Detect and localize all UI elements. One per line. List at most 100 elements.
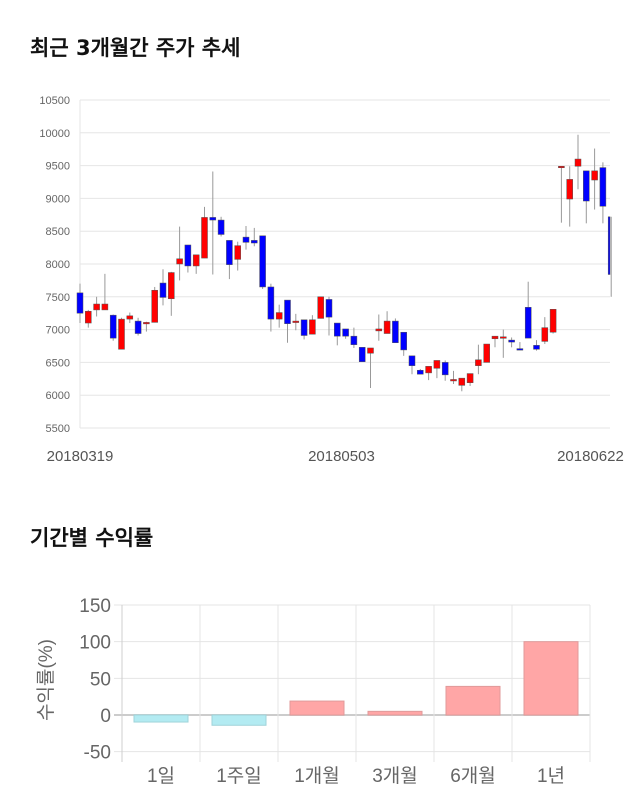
- y-tick-label: 9500: [46, 161, 70, 173]
- candle-down: [408, 355, 416, 366]
- candle-up: [317, 296, 324, 319]
- candle-down: [607, 216, 611, 275]
- y-tick-label: 0: [100, 706, 111, 727]
- period-return-title: 기간별 수익률: [30, 526, 154, 550]
- candle-up: [101, 303, 109, 311]
- candle-up: [192, 254, 200, 267]
- candle-down: [583, 170, 590, 202]
- return-bar: [289, 700, 345, 716]
- return-bar: [133, 714, 189, 723]
- candle-up: [450, 379, 457, 382]
- y-tick-label: 10500: [39, 95, 70, 107]
- candle-down: [400, 331, 407, 351]
- candle-down: [441, 362, 449, 376]
- candle-down: [300, 319, 308, 336]
- candle-down: [267, 286, 275, 320]
- price-trend-title: 최근 3개월간 주가 추세: [30, 36, 241, 60]
- candle-up: [292, 320, 300, 323]
- candle-up: [500, 336, 507, 339]
- candle-down: [226, 240, 233, 265]
- candle-down: [284, 299, 291, 324]
- candle-up: [118, 318, 125, 350]
- candle-down: [209, 217, 217, 221]
- y-tick-label: 7500: [46, 292, 70, 304]
- candle-down: [599, 167, 607, 207]
- candle-up: [126, 315, 134, 320]
- candle-down: [334, 322, 341, 337]
- y-tick-label: 6000: [46, 390, 70, 402]
- x-tick-label: 20180622: [557, 448, 624, 465]
- candle-up: [458, 377, 466, 386]
- candle-down: [417, 370, 424, 375]
- candle-up: [591, 170, 598, 181]
- candle-down: [392, 320, 399, 343]
- return-bar: [523, 641, 579, 716]
- candle-down: [358, 347, 366, 362]
- y-tick-label: 100: [79, 633, 111, 654]
- candle-down: [134, 320, 142, 334]
- candle-up: [491, 335, 499, 340]
- candle-up: [367, 347, 374, 354]
- candle-up: [93, 303, 100, 311]
- x-tick-label: 3개월: [372, 765, 418, 787]
- candle-up: [85, 310, 92, 324]
- y-axis-title: 수익률(%): [35, 639, 57, 721]
- candle-down: [325, 299, 333, 318]
- candle-up: [425, 366, 432, 374]
- candle-up: [574, 158, 582, 167]
- candle-up: [201, 217, 208, 259]
- return-bar: [367, 710, 423, 716]
- y-tick-label: 150: [79, 596, 111, 617]
- y-tick-label: 6500: [46, 357, 70, 369]
- x-tick-label: 1주일: [216, 765, 262, 787]
- candle-up: [475, 359, 482, 366]
- return-bar: [211, 714, 267, 726]
- x-tick-label: 1일: [147, 765, 175, 787]
- candle-up: [383, 320, 391, 334]
- y-tick-label: 8500: [46, 226, 70, 238]
- candle-down: [184, 244, 192, 267]
- candle-down: [217, 219, 225, 235]
- candle-down: [159, 282, 167, 298]
- candle-up: [275, 312, 283, 320]
- candle-down: [342, 328, 349, 337]
- candle-up: [483, 343, 490, 363]
- x-tick-label: 1년: [537, 765, 565, 787]
- candle-up: [234, 245, 241, 260]
- candle-down: [242, 236, 250, 243]
- candle-down: [508, 339, 515, 343]
- y-tick-label: 5500: [46, 423, 70, 435]
- candle-up: [433, 360, 441, 369]
- candlestick-chart: 5500 6000 6500 7000 7500 8000 8500 9000 9500 1000…: [39, 95, 624, 465]
- candle-up: [151, 289, 158, 323]
- candle-down: [524, 307, 532, 339]
- y-tick-label: 7000: [46, 325, 70, 337]
- x-tick-label: 20180503: [308, 448, 375, 465]
- return-bar: [445, 685, 501, 716]
- candle-up: [375, 328, 383, 332]
- x-tick-label: 20180319: [47, 448, 114, 465]
- candle-up: [143, 322, 150, 325]
- y-tick-label: -50: [84, 743, 111, 764]
- y-tick-label: 50: [90, 669, 111, 690]
- candle-down: [533, 345, 540, 350]
- candle-up: [176, 258, 183, 265]
- candle-down: [350, 335, 358, 345]
- x-tick-label: 1개월: [294, 765, 340, 787]
- candle-down: [76, 292, 84, 314]
- y-tick-label: 10000: [39, 128, 70, 140]
- candle-up: [466, 373, 474, 383]
- candle-up: [549, 309, 557, 333]
- x-tick-label: 6개월: [450, 765, 496, 787]
- candle-up: [558, 166, 565, 169]
- y-tick-label: 8000: [46, 259, 70, 271]
- candle-up: [566, 179, 573, 200]
- candle-down: [259, 235, 266, 288]
- candle-up: [168, 272, 175, 300]
- candle-up: [541, 327, 549, 342]
- candle-down: [109, 314, 117, 339]
- candle-down: [516, 348, 524, 351]
- y-tick-label: 9000: [46, 193, 70, 205]
- candle-up: [309, 319, 316, 335]
- candle-down: [251, 240, 258, 244]
